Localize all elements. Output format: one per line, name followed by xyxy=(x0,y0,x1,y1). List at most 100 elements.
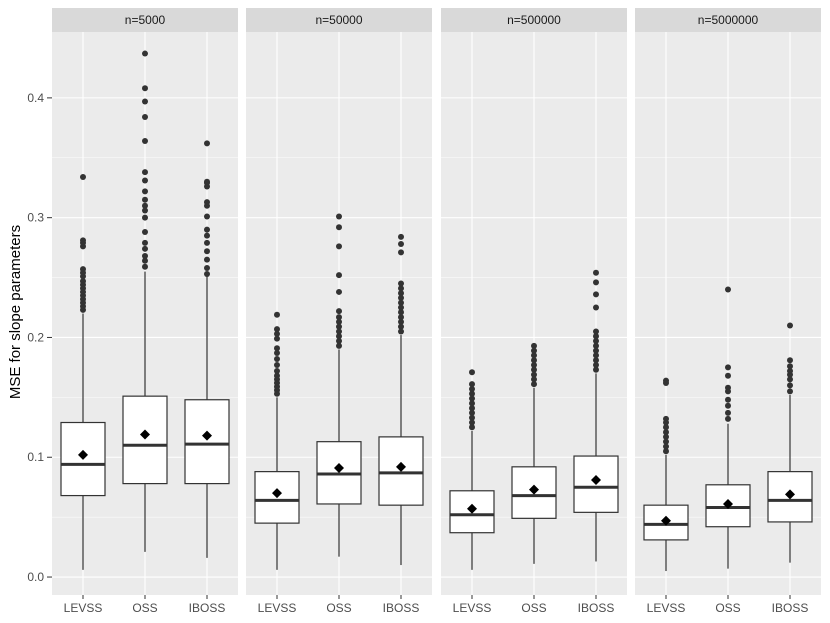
outlier-point xyxy=(204,239,210,246)
outlier-point xyxy=(336,213,342,220)
x-tick-label: OSS xyxy=(326,601,351,615)
facet-strip xyxy=(52,8,238,32)
boxplot-levss xyxy=(254,311,300,570)
outlier-point xyxy=(663,433,669,440)
facet-strip-label: n=500000 xyxy=(507,13,561,27)
outlier-point xyxy=(531,381,537,388)
mean-marker xyxy=(723,498,733,509)
y-tick-label: 0.3 xyxy=(27,211,44,225)
y-tick-label: 0.0 xyxy=(27,570,44,584)
outlier-point xyxy=(336,333,342,340)
x-tick-label: OSS xyxy=(715,601,740,615)
x-tick-label: LEVSS xyxy=(647,601,686,615)
boxplot-iboss xyxy=(573,269,619,562)
boxplot-iboss xyxy=(767,322,813,563)
facet-strip xyxy=(246,8,432,32)
outlier-point xyxy=(469,381,475,388)
outlier-point xyxy=(336,318,342,325)
outlier-point xyxy=(663,443,669,450)
y-tick-label: 0.1 xyxy=(27,450,44,464)
mean-marker xyxy=(591,475,601,486)
outlier-point xyxy=(787,363,793,370)
outlier-point xyxy=(80,237,86,244)
outlier-point xyxy=(593,333,599,340)
boxplot-oss xyxy=(705,286,751,569)
outlier-point xyxy=(336,288,342,295)
y-axis-title: MSE for slope parameters xyxy=(7,225,24,399)
outlier-point xyxy=(469,405,475,412)
outlier-point xyxy=(336,308,342,315)
outlier-point xyxy=(787,357,793,364)
outlier-point xyxy=(204,226,210,233)
outlier-point xyxy=(725,415,731,422)
facet-strip xyxy=(635,8,821,32)
outlier-point xyxy=(336,342,342,349)
outlier-point xyxy=(469,390,475,397)
outlier-point xyxy=(398,314,404,321)
mean-marker xyxy=(785,489,795,500)
outlier-point xyxy=(725,409,731,416)
outlier-point xyxy=(142,138,148,145)
facet-strip-label: n=50000 xyxy=(315,13,362,27)
boxplot-levss xyxy=(449,369,495,570)
outlier-point xyxy=(336,243,342,250)
outlier-point xyxy=(663,377,669,384)
outlier-point xyxy=(142,114,148,121)
x-tick-label: OSS xyxy=(521,601,546,615)
facet-strip-label: n=5000 xyxy=(125,13,166,27)
outlier-point xyxy=(204,248,210,255)
outlier-point xyxy=(142,229,148,236)
outlier-point xyxy=(274,345,280,352)
outlier-point xyxy=(663,448,669,455)
outlier-point xyxy=(398,290,404,297)
outlier-point xyxy=(142,202,148,209)
outlier-point xyxy=(398,233,404,240)
outlier-point xyxy=(469,424,475,431)
outlier-point xyxy=(593,357,599,364)
outlier-point xyxy=(80,278,86,285)
outlier-point xyxy=(274,356,280,363)
outlier-point xyxy=(663,438,669,445)
outlier-point xyxy=(398,241,404,248)
outlier-point xyxy=(398,280,404,287)
outlier-point xyxy=(274,311,280,318)
outlier-point xyxy=(80,266,86,273)
outlier-point xyxy=(204,140,210,147)
outlier-point xyxy=(274,326,280,333)
outlier-point xyxy=(469,395,475,402)
mean-marker xyxy=(396,461,406,472)
x-tick-label: IBOSS xyxy=(383,601,420,615)
outlier-point xyxy=(531,347,537,354)
outlier-point xyxy=(531,357,537,364)
outlier-point xyxy=(336,224,342,231)
outlier-point xyxy=(204,199,210,206)
outlier-point xyxy=(142,98,148,105)
outlier-point xyxy=(398,318,404,325)
outlier-point xyxy=(593,304,599,311)
outlier-point xyxy=(398,323,404,330)
outlier-point xyxy=(80,173,86,180)
outlier-point xyxy=(142,169,148,176)
mean-marker xyxy=(78,449,88,460)
mean-marker xyxy=(272,488,282,499)
outlier-point xyxy=(663,429,669,436)
outlier-point xyxy=(593,338,599,345)
y-tick-label: 0.4 xyxy=(27,91,44,105)
facet-strip-label: n=5000000 xyxy=(698,13,759,27)
outlier-point xyxy=(725,372,731,379)
outlier-point xyxy=(274,335,280,342)
outlier-point xyxy=(398,309,404,316)
outlier-point xyxy=(593,347,599,354)
outlier-point xyxy=(142,196,148,203)
outlier-point xyxy=(787,382,793,389)
outlier-point xyxy=(274,367,280,374)
mean-marker xyxy=(529,484,539,495)
facet-panel-3: n=500000 LEVSS OSS IBOSS xyxy=(441,8,627,615)
box-iqr xyxy=(184,399,230,485)
outlier-point xyxy=(593,366,599,373)
outlier-point xyxy=(274,372,280,379)
outlier-point xyxy=(398,299,404,306)
outlier-point xyxy=(787,367,793,374)
outlier-point xyxy=(725,396,731,403)
